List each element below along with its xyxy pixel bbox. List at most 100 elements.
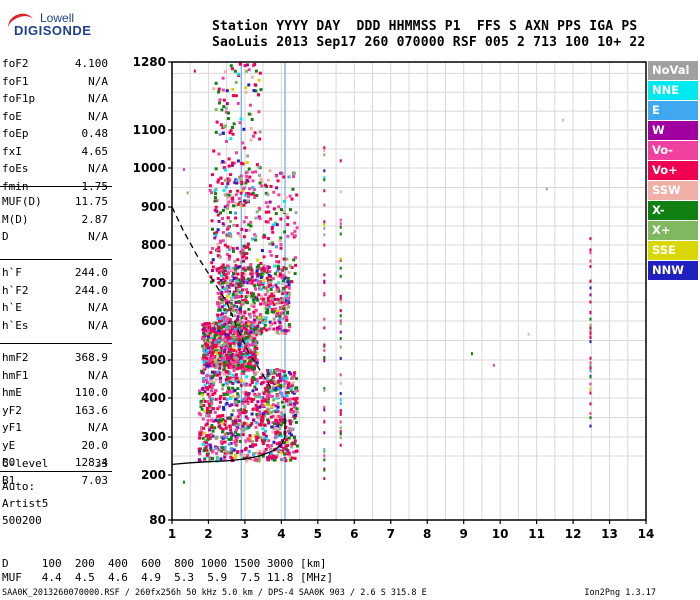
echo-point	[262, 433, 266, 437]
echo-point	[268, 455, 272, 459]
echo-point	[289, 409, 293, 413]
param-yf1: yF1 N/A	[2, 421, 108, 435]
echo-point	[249, 423, 253, 427]
echo-point	[256, 258, 260, 262]
panel-separator	[0, 343, 112, 344]
echo-point	[229, 301, 233, 305]
echo-point	[257, 455, 261, 459]
echo-point	[250, 363, 254, 367]
echo-point	[259, 327, 263, 331]
echo-point	[266, 236, 270, 240]
echo-point	[253, 378, 257, 382]
echo-point	[278, 376, 282, 380]
echo-point	[218, 424, 222, 428]
echo-point	[217, 296, 221, 300]
echo-point	[251, 292, 255, 296]
echo-point	[217, 335, 221, 339]
echo-point	[339, 300, 342, 304]
y-tick-label: 80	[149, 513, 166, 527]
echo-point	[255, 163, 259, 167]
echo-point	[235, 359, 239, 363]
echo-point	[215, 199, 219, 203]
echo-point	[220, 305, 224, 309]
echo-point	[280, 391, 284, 395]
echo-point	[229, 129, 233, 133]
echo-point	[225, 370, 229, 374]
echo-point	[210, 418, 214, 422]
echo-point	[233, 283, 237, 287]
echo-point	[218, 255, 222, 259]
echo-point	[226, 203, 230, 207]
echo-point	[267, 458, 271, 462]
echo-point	[272, 381, 276, 385]
echo-point	[263, 439, 267, 443]
echo-point	[339, 392, 342, 396]
echo-point	[323, 243, 326, 247]
echo-point	[234, 428, 238, 432]
echo-point	[221, 428, 225, 432]
echo-point	[271, 430, 275, 434]
echo-point	[255, 408, 259, 412]
echo-point	[230, 413, 234, 417]
echo-point	[238, 265, 242, 269]
echo-point	[258, 217, 262, 221]
echo-point	[236, 72, 240, 76]
echo-point	[225, 320, 229, 324]
echo-point	[245, 174, 249, 178]
echo-point	[214, 205, 218, 209]
echo-point	[245, 160, 249, 164]
echo-point	[203, 439, 207, 443]
echo-point	[274, 283, 278, 287]
echo-point	[274, 386, 278, 390]
echo-point	[323, 146, 326, 150]
echo-point	[271, 242, 275, 246]
echo-point	[221, 208, 225, 212]
echo-point	[214, 397, 218, 401]
echo-point	[211, 383, 215, 387]
echo-point	[206, 346, 210, 350]
echo-point	[203, 356, 207, 360]
param-value: N/A	[88, 230, 108, 243]
x-tick-label: 14	[638, 527, 655, 541]
param-name: B1	[2, 473, 16, 487]
echo-point	[222, 407, 226, 411]
echo-point	[208, 404, 212, 408]
echo-point	[274, 369, 278, 373]
echo-point	[280, 434, 284, 438]
echo-point	[339, 436, 342, 440]
x-tick-label: 4	[277, 527, 285, 541]
echo-point	[241, 276, 245, 280]
param-value: 11.75	[74, 195, 108, 208]
echo-point	[272, 294, 276, 298]
echo-point	[213, 358, 217, 362]
echo-point	[245, 375, 249, 379]
param-fof1p: foF1p N/A	[2, 92, 108, 106]
echo-point	[239, 379, 243, 383]
echo-point	[229, 342, 233, 346]
echo-point	[281, 272, 285, 276]
echo-point	[227, 386, 231, 390]
echo-point	[251, 272, 255, 276]
echo-point	[290, 197, 294, 201]
echo-point	[339, 222, 342, 226]
echo-point	[236, 393, 240, 397]
echo-point	[197, 447, 201, 451]
echo-point	[246, 338, 250, 342]
echo-point	[589, 326, 592, 330]
echo-point	[224, 381, 228, 385]
header-line-1: Station YYYY DAY DDD HHMMSS P1 FFS S AXN…	[212, 19, 638, 34]
echo-point	[236, 450, 240, 454]
echo-point	[260, 179, 264, 183]
echo-point	[589, 293, 592, 297]
footer-info: SAA0K_2013260070000.RSF / 260fx256h 50 k…	[2, 588, 427, 598]
echo-point	[264, 303, 268, 307]
echo-point	[272, 440, 276, 444]
echo-point	[266, 278, 270, 282]
echo-point	[234, 201, 238, 205]
echo-point	[272, 379, 276, 383]
echo-point	[225, 353, 229, 357]
echo-point	[323, 454, 326, 458]
echo-point	[209, 433, 213, 437]
echo-point	[231, 200, 235, 204]
echo-point	[225, 276, 229, 280]
